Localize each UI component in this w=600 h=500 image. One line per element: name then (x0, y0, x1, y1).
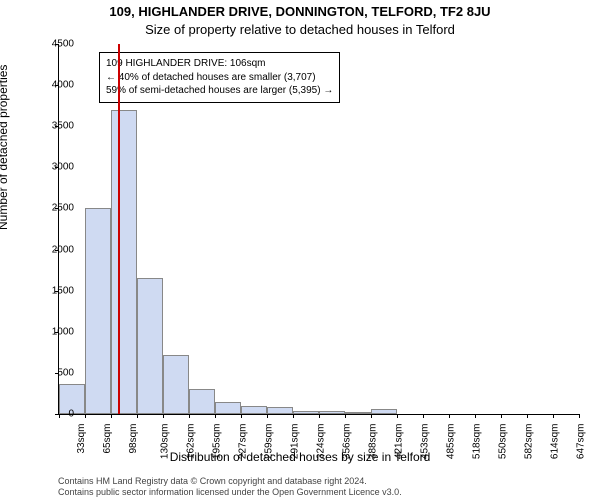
info-box: 109 HIGHLANDER DRIVE: 106sqm ← 40% of de… (99, 52, 340, 103)
y-tick-label: 4500 (34, 39, 74, 50)
x-tick-mark (163, 414, 164, 418)
y-tick-label: 1500 (34, 285, 74, 296)
x-tick-mark (85, 414, 86, 418)
attribution-line1: Contains HM Land Registry data © Crown c… (58, 476, 402, 487)
x-tick-mark (553, 414, 554, 418)
x-tick-mark (293, 414, 294, 418)
y-tick-label: 2500 (34, 203, 74, 214)
histogram-bar (111, 110, 137, 414)
x-tick-mark (449, 414, 450, 418)
histogram-bar (319, 411, 345, 414)
histogram-bar (163, 355, 189, 414)
histogram-bar (345, 412, 371, 414)
x-tick-mark (241, 414, 242, 418)
y-tick-label: 1000 (34, 326, 74, 337)
x-tick-mark (137, 414, 138, 418)
x-tick-mark (475, 414, 476, 418)
x-tick-label: 98sqm (128, 424, 139, 454)
x-tick-mark (267, 414, 268, 418)
info-box-line3: 59% of semi-detached houses are larger (… (106, 84, 333, 98)
chart-title-subtitle: Size of property relative to detached ho… (0, 22, 600, 37)
histogram-bar (371, 409, 397, 414)
y-tick-label: 2000 (34, 244, 74, 255)
x-tick-mark (345, 414, 346, 418)
x-tick-mark (423, 414, 424, 418)
y-tick-label: 0 (34, 409, 74, 420)
x-tick-mark (501, 414, 502, 418)
property-marker-line (118, 44, 120, 414)
x-axis-label: Distribution of detached houses by size … (0, 450, 600, 464)
x-tick-mark (397, 414, 398, 418)
histogram-bar (189, 389, 215, 414)
y-tick-label: 3500 (34, 121, 74, 132)
y-axis-label: Number of detached properties (0, 65, 10, 230)
histogram-bar (267, 407, 293, 414)
y-tick-label: 500 (34, 367, 74, 378)
chart-title-address: 109, HIGHLANDER DRIVE, DONNINGTON, TELFO… (0, 4, 600, 19)
x-tick-label: 33sqm (76, 424, 87, 454)
histogram-bar (293, 411, 319, 414)
info-box-line1: 109 HIGHLANDER DRIVE: 106sqm (106, 57, 333, 71)
x-tick-mark (215, 414, 216, 418)
info-box-line2: ← 40% of detached houses are smaller (3,… (106, 71, 333, 85)
histogram-bar (85, 208, 111, 414)
attribution-line2: Contains public sector information licen… (58, 487, 402, 498)
x-tick-label: 65sqm (102, 424, 113, 454)
x-tick-mark (371, 414, 372, 418)
plot-area: 109 HIGHLANDER DRIVE: 106sqm ← 40% of de… (58, 44, 579, 415)
x-tick-mark (527, 414, 528, 418)
y-tick-label: 3000 (34, 162, 74, 173)
y-tick-label: 4000 (34, 80, 74, 91)
histogram-bar (241, 406, 267, 414)
x-tick-mark (579, 414, 580, 418)
x-tick-mark (189, 414, 190, 418)
x-tick-mark (319, 414, 320, 418)
attribution: Contains HM Land Registry data © Crown c… (58, 476, 402, 498)
histogram-bar (137, 278, 163, 414)
x-tick-mark (111, 414, 112, 418)
histogram-bar (215, 402, 241, 414)
